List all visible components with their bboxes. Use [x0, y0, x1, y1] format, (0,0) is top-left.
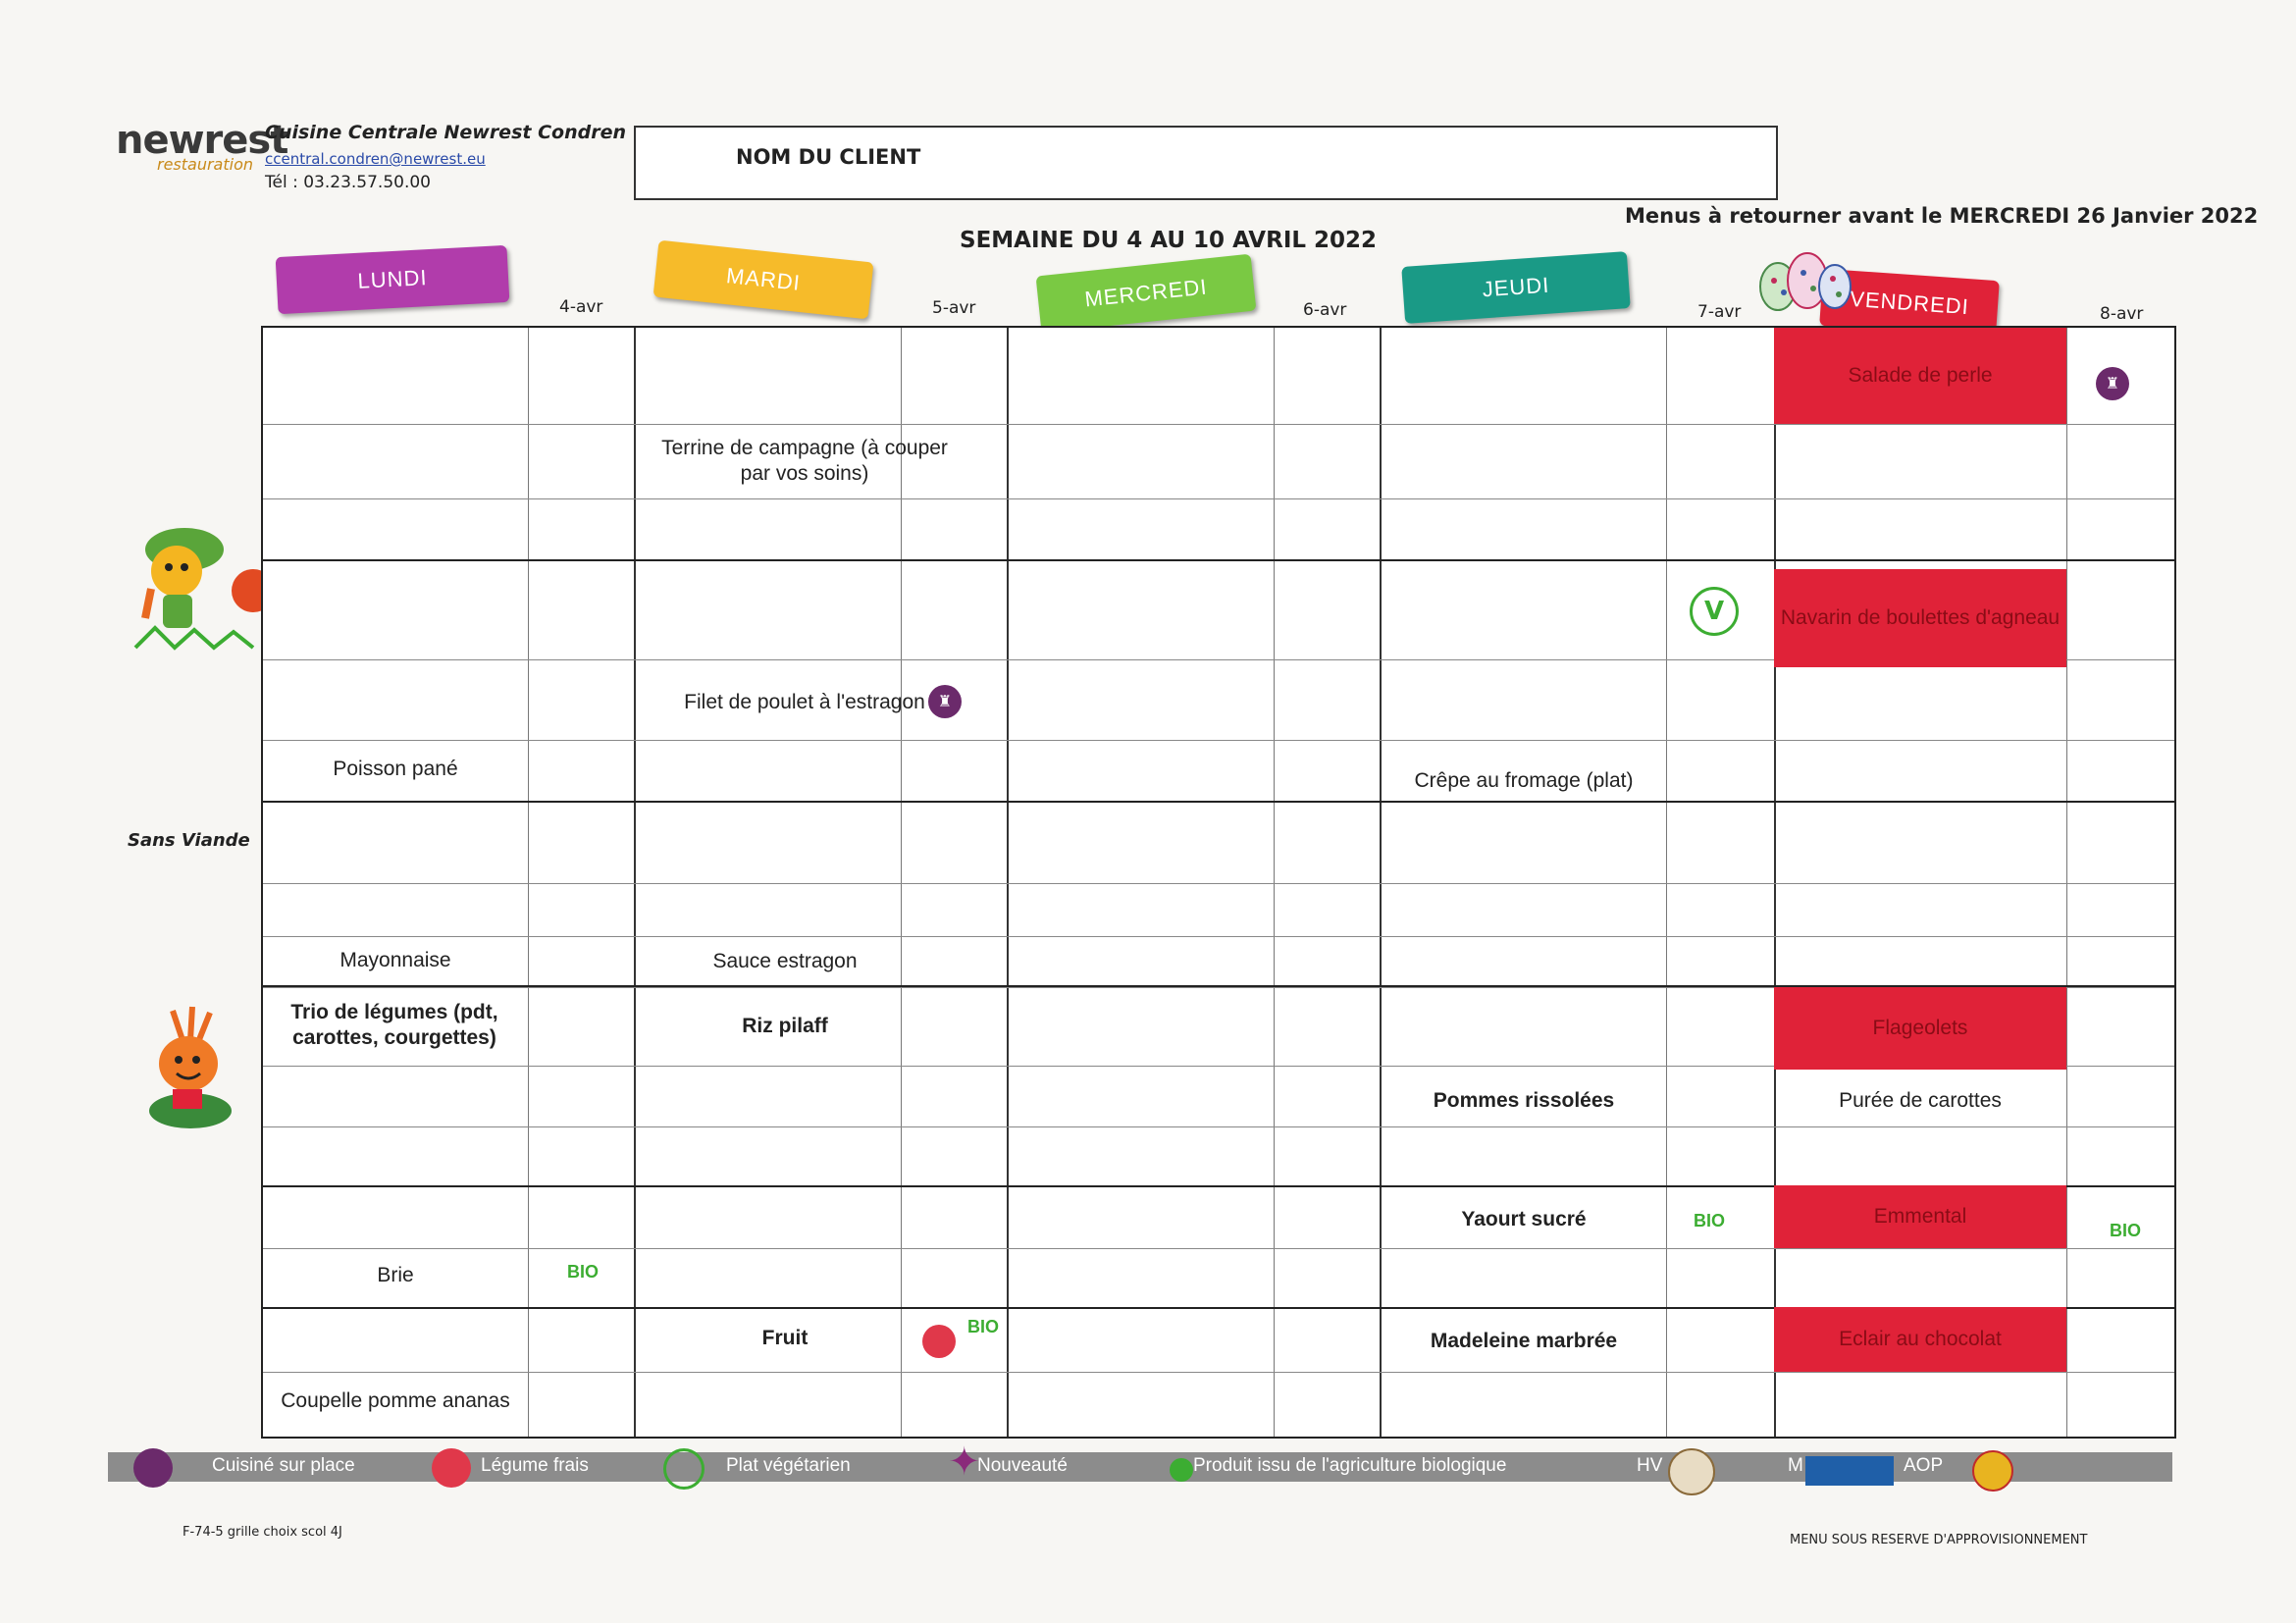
organization-phone: Tél : 03.23.57.50.00	[265, 173, 431, 192]
legend-hv: HV	[1637, 1455, 1663, 1476]
date-mardi: 5-avr	[932, 298, 976, 318]
deadline-notice: Menus à retourner avant le MERCREDI 26 J…	[1625, 204, 2259, 228]
day-tab-jeudi: JEUDI	[1401, 251, 1631, 324]
date-mercredi: 6-avr	[1303, 300, 1347, 320]
chef-hat-icon: ♜	[928, 685, 962, 718]
week-title: SEMAINE DU 4 AU 10 AVRIL 2022	[960, 228, 1378, 253]
menu-grid	[261, 326, 2176, 1439]
mascot-carrot-illustration	[149, 1006, 232, 1128]
organization-email-link[interactable]: ccentral.condren@newrest.eu	[265, 150, 486, 168]
day-tab-mardi: MARDI	[652, 239, 874, 320]
day-tab-lundi: LUNDI	[275, 244, 510, 315]
organization-name: Cuisine Centrale Newrest Condren	[265, 122, 626, 143]
menu-item-jeudi-dessert[interactable]: Madeleine marbrée	[1430, 1329, 1618, 1352]
menu-item-jeudi-laitage[interactable]: Yaourt sucré	[1461, 1207, 1587, 1230]
chef-hat-icon	[133, 1448, 173, 1488]
bio-icon: BIO	[567, 1262, 600, 1282]
legend-m: M	[1788, 1455, 1803, 1476]
hv-label-icon	[1668, 1448, 1715, 1495]
aop-label-icon	[1972, 1450, 2013, 1492]
sans-viande-label: Sans Viande	[128, 830, 250, 851]
leaf-icon	[1170, 1458, 1193, 1482]
menu-item-jeudi-plat[interactable]: Crêpe au fromage (plat)	[1414, 768, 1634, 792]
bio-icon: BIO	[1694, 1211, 1726, 1230]
supply-disclaimer: MENU SOUS RESERVE D'APPROVISIONNEMENT	[1790, 1533, 2088, 1547]
menu-item-mardi-dessert[interactable]: Fruit	[761, 1326, 809, 1349]
fresh-vegetable-icon	[922, 1325, 956, 1358]
date-jeudi: 7-avr	[1697, 302, 1742, 322]
legend-aop: AOP	[1904, 1455, 1944, 1476]
document-reference: F-74-5 grille choix scol 4J	[183, 1525, 342, 1540]
menu-item-mardi-sauce[interactable]: Sauce estragon	[712, 949, 858, 972]
menu-item-lundi-poisson[interactable]: Poisson pané	[333, 757, 458, 780]
menu-item-mardi-legumes[interactable]: Riz pilaff	[742, 1014, 828, 1037]
menu-item-lundi-sauce[interactable]: Mayonnaise	[339, 948, 451, 971]
legend-cuisine: Cuisiné sur place	[212, 1455, 355, 1476]
bio-icon: BIO	[967, 1317, 1000, 1336]
menu-item-vendredi-legumes2[interactable]: Purée de carottes	[1839, 1088, 2002, 1112]
client-name-field[interactable]	[634, 126, 1778, 200]
tomato-icon	[432, 1448, 471, 1488]
menu-item-mardi-plat[interactable]: Filet de poulet à l'estragon	[684, 690, 925, 713]
chef-hat-icon: ♜	[2096, 367, 2129, 400]
date-lundi: 4-avr	[559, 297, 603, 317]
legend-vege: Plat végétarien	[726, 1455, 851, 1476]
date-vendredi: 8-avr	[2100, 304, 2144, 324]
logo-subtitle: restauration	[157, 155, 254, 174]
legend-legume: Légume frais	[481, 1455, 589, 1476]
menu-item-mardi-entree[interactable]: Terrine de campagne (à couper par vos so…	[661, 436, 948, 485]
day-tab-mercredi: MERCREDI	[1035, 253, 1257, 334]
vegetarian-icon	[663, 1448, 704, 1490]
legend-nouveaute: Nouveauté	[977, 1455, 1068, 1476]
vegetarian-icon: V	[1690, 587, 1739, 636]
client-name-label: NOM DU CLIENT	[736, 145, 921, 169]
menu-item-lundi-dessert[interactable]: Coupelle pomme ananas	[281, 1388, 510, 1412]
menu-item-jeudi-legumes[interactable]: Pommes rissolées	[1433, 1088, 1615, 1112]
easter-eggs-illustration	[1759, 252, 1852, 311]
legend-bio: Produit issu de l'agriculture biologique	[1193, 1455, 1507, 1476]
newrest-logo: newrest	[116, 118, 288, 163]
menu-item-vendredi-fromage[interactable]: Emmental	[1774, 1185, 2066, 1248]
new-star-icon: ✦	[948, 1440, 981, 1485]
menu-item-vendredi-dessert[interactable]: Eclair au chocolat	[1774, 1307, 2066, 1372]
menu-item-vendredi-entree[interactable]: Salade de perle	[1774, 328, 2066, 424]
menu-item-lundi-legumes[interactable]: Trio de légumes (pdt, carottes, courgett…	[290, 1000, 498, 1049]
bio-icon: BIO	[2110, 1221, 2142, 1240]
menu-item-lundi-fromage[interactable]: Brie	[377, 1263, 414, 1286]
menu-item-vendredi-legumes1[interactable]: Flageolets	[1774, 987, 2066, 1070]
mascot-gardener-illustration	[133, 528, 275, 651]
msc-label-icon	[1805, 1456, 1894, 1486]
menu-item-vendredi-plat[interactable]: Navarin de boulettes d'agneau	[1774, 569, 2066, 667]
